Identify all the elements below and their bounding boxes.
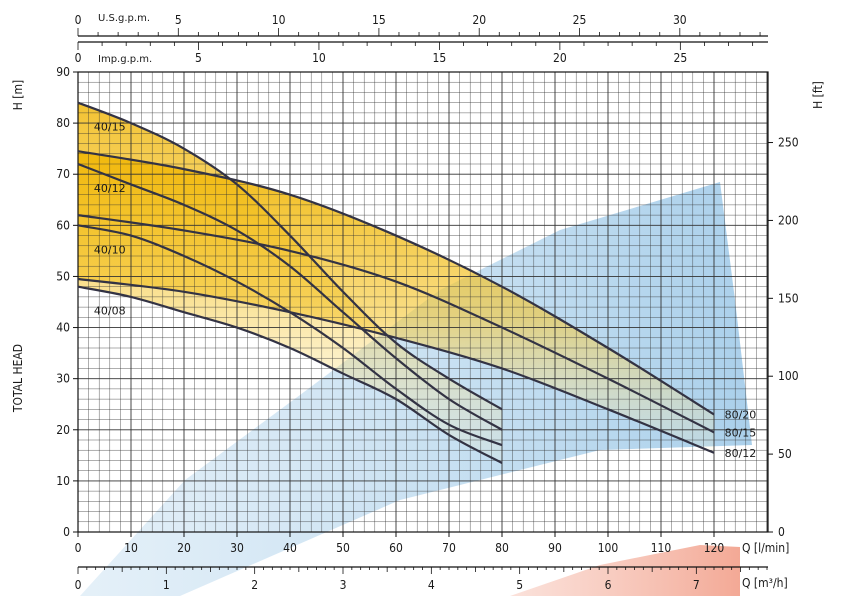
y-tick-label: 40 [56,321,70,335]
x-tick-label: 10 [124,541,138,555]
us-gpm-tick-label: 20 [472,13,486,27]
x-tick-label: 30 [230,541,244,555]
q-lmin-label: Q [l/min] [742,541,789,555]
q-m3h-label: Q [m³/h] [742,576,788,590]
y-right-tick-label: 50 [778,447,792,461]
m3h-tick-label: 5 [516,578,523,592]
series-label-40-08: 40/08 [94,305,126,318]
plot-frame [77,71,769,533]
imp-gpm-label: Imp.g.p.m. [98,54,152,65]
total-head-label: TOTAL HEAD [11,344,25,413]
us-gpm-tick-label: 0 [75,13,82,27]
us-gpm-tick-label: 5 [175,13,182,27]
y-tick-label: 70 [56,167,70,181]
y-right-tick-label: 100 [778,369,799,383]
y-right-tick-label: 0 [778,525,785,539]
y-tick-label: 10 [56,474,70,488]
curve-80-12 [77,277,715,454]
pump-curves: 40/15 40/12 40/10 40/08 80/20 80/15 80/12 [77,101,757,464]
x-tick-label: 120 [704,541,725,555]
m3h-tick-label: 3 [340,578,347,592]
m3h-tick-label: 7 [693,578,700,592]
m3h-tick-label: 0 [75,578,82,592]
chart-grid [77,71,769,533]
curve-40-12 [77,162,503,431]
x-tick-label: 110 [651,541,672,555]
series-label-40-10: 40/10 [94,243,126,256]
series-label-80-15: 80/15 [725,426,757,439]
y-tick-label: 90 [56,65,70,79]
y-right-tick-label: 150 [778,291,799,305]
m3h-tick-label: 2 [251,578,258,592]
x-tick-label: 80 [495,541,509,555]
x-tick-label: 60 [389,541,403,555]
series-label-40-15: 40/15 [94,121,126,134]
h-m-label: H [m] [11,80,25,111]
x-tick-label: 70 [442,541,456,555]
h-ft-label: H [ft] [811,81,825,109]
x-tick-label: 90 [548,541,562,555]
x-tick-label: 20 [177,541,191,555]
m3h-tick-label: 4 [428,578,435,592]
series-label-80-20: 80/20 [725,408,757,421]
y-tick-label: 60 [56,218,70,232]
series-label-40-12: 40/12 [94,182,126,195]
y-tick-label: 0 [63,525,70,539]
imp-gpm-tick-label: 0 [75,51,82,65]
red-region [510,545,740,596]
imp-gpm-tick-label: 15 [433,51,447,65]
y-right-tick-label: 200 [778,213,799,227]
m3h-tick-label: 6 [605,578,612,592]
curve-40-08 [77,285,503,464]
curve-80-15 [77,214,715,434]
left-axis-title: H [m] TOTAL HEAD H [ft] [11,80,825,413]
imp-gpm-tick-label: 10 [312,51,326,65]
curve-40-15 [77,101,503,411]
y-tick-label: 50 [56,269,70,283]
imp-gpm-tick-label: 25 [673,51,687,65]
x-tick-label: 100 [598,541,619,555]
imp-gpm-tick-label: 20 [553,51,567,65]
x-tick-label: 0 [75,541,82,555]
series-label-80-12: 80/12 [725,447,757,460]
y-tick-label: 20 [56,423,70,437]
y-tick-label: 80 [56,116,70,130]
y-tick-label: 30 [56,372,70,386]
curve-80-20 [77,150,715,416]
us-gpm-tick-label: 10 [272,13,286,27]
us-gpm-tick-label: 30 [673,13,687,27]
x-tick-label: 40 [283,541,297,555]
us-gpm-label: U.S.g.p.m. [98,13,150,24]
m3h-tick-label: 1 [163,578,170,592]
imp-gpm-tick-label: 5 [195,51,202,65]
y-right-tick-label: 250 [778,136,799,150]
x-tick-label: 50 [336,541,350,555]
us-gpm-tick-label: 15 [372,13,386,27]
us-gpm-tick-label: 25 [573,13,587,27]
